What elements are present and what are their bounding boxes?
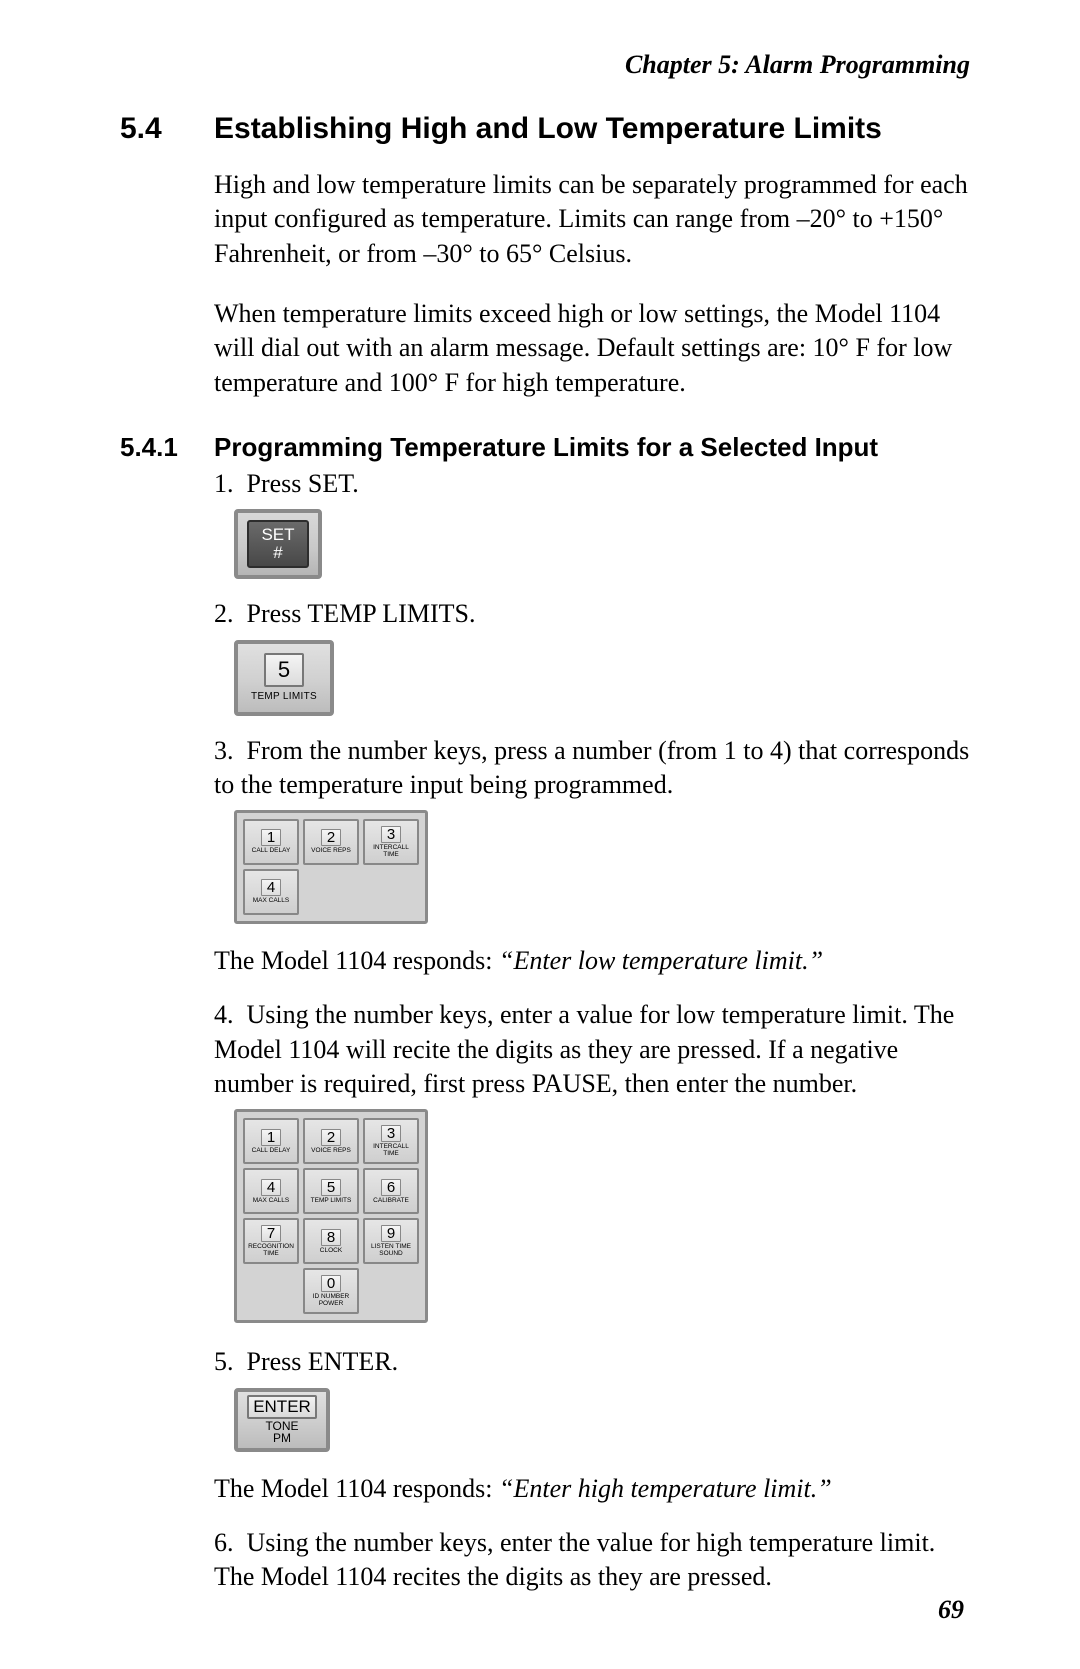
step-6-num: 6. (214, 1528, 234, 1557)
keypad-key-2b: 2VOICE REPS (303, 1118, 359, 1164)
step-4-text: Using the number keys, enter a value for… (214, 1000, 954, 1098)
set-key: SET # (234, 509, 322, 579)
response-low: The Model 1104 responds: “Enter low temp… (214, 944, 970, 978)
response-high: The Model 1104 responds: “Enter high tem… (214, 1472, 970, 1506)
keypad-key-9b: 9LISTEN TIME SOUND (363, 1218, 419, 1264)
subsection-number: 5.4.1 (120, 432, 214, 463)
response-high-lead: The Model 1104 responds: (214, 1474, 499, 1503)
step-5: 5. Press ENTER. (214, 1345, 970, 1379)
step-2-num: 2. (214, 599, 234, 628)
keypad-key-3b: 3INTERCALL TIME (363, 1118, 419, 1164)
temp-limits-key: 5 TEMP LIMITS (234, 640, 334, 716)
keypad-key-6b: 6CALIBRATE (363, 1168, 419, 1214)
enter-key: ENTER TONE PM (234, 1388, 330, 1452)
step-3: 3. From the number keys, press a number … (214, 734, 970, 803)
step-4: 4. Using the number keys, enter a value … (214, 998, 970, 1101)
step-5-num: 5. (214, 1347, 234, 1376)
page-number: 69 (938, 1595, 964, 1625)
temp-limits-key-label: TEMP LIMITS (251, 691, 317, 702)
keypad-key-2: 2VOICE REPS (303, 819, 359, 865)
enter-key-sub2: PM (273, 1432, 291, 1445)
response-high-quote: “Enter high temperature limit.” (499, 1474, 832, 1503)
keypad-key-4b: 4MAX CALLS (243, 1168, 299, 1214)
chapter-header: Chapter 5: Alarm Programming (120, 50, 970, 80)
enter-key-label: ENTER (247, 1395, 317, 1419)
temp-limits-key-num: 5 (264, 653, 304, 687)
step-6-text: Using the number keys, enter the value f… (214, 1528, 935, 1591)
subsection-title: Programming Temperature Limits for a Sel… (214, 432, 878, 463)
set-key-label: SET (249, 526, 307, 545)
step-5-text: Press ENTER. (247, 1347, 399, 1376)
manual-page: Chapter 5: Alarm Programming 5.4 Establi… (0, 0, 1080, 1669)
step-2: 2. Press TEMP LIMITS. (214, 597, 970, 631)
step-2-text: Press TEMP LIMITS. (247, 599, 476, 628)
keypad-key-7b: 7RECOGNITION TIME (243, 1218, 299, 1264)
step-3-num: 3. (214, 736, 234, 765)
section-heading: 5.4 Establishing High and Low Temperatur… (120, 112, 970, 146)
step-1-text: Press SET. (247, 469, 359, 498)
section-number: 5.4 (120, 112, 214, 146)
step-1-num: 1. (214, 469, 234, 498)
intro-paragraph-2: When temperature limits exceed high or l… (214, 297, 970, 400)
section-title: Establishing High and Low Temperature Li… (214, 112, 882, 146)
keypad-key-8b: 8CLOCK (303, 1218, 359, 1264)
step-1: 1. Press SET. (214, 467, 970, 501)
set-key-hash: # (249, 544, 307, 563)
subsection-heading: 5.4.1 Programming Temperature Limits for… (120, 432, 970, 463)
keypad-key-3: 3INTERCALL TIME (363, 819, 419, 865)
step-6: 6. Using the number keys, enter the valu… (214, 1526, 970, 1595)
keypad-key-1b: 1CALL DELAY (243, 1118, 299, 1164)
response-low-lead: The Model 1104 responds: (214, 946, 499, 975)
keypad-key-0b: 0ID NUMBER POWER (303, 1268, 359, 1314)
keypad-1-4: 1CALL DELAY 2VOICE REPS 3INTERCALL TIME … (234, 810, 428, 924)
response-low-quote: “Enter low temperature limit.” (499, 946, 823, 975)
intro-paragraph-1: High and low temperature limits can be s… (214, 168, 970, 271)
keypad-full: 1CALL DELAY 2VOICE REPS 3INTERCALL TIME … (234, 1109, 428, 1323)
keypad-key-5b: 5TEMP LIMITS (303, 1168, 359, 1214)
step-4-num: 4. (214, 1000, 234, 1029)
keypad-key-1: 1CALL DELAY (243, 819, 299, 865)
step-3-text: From the number keys, press a number (fr… (214, 736, 969, 799)
keypad-key-4: 4MAX CALLS (243, 869, 299, 915)
